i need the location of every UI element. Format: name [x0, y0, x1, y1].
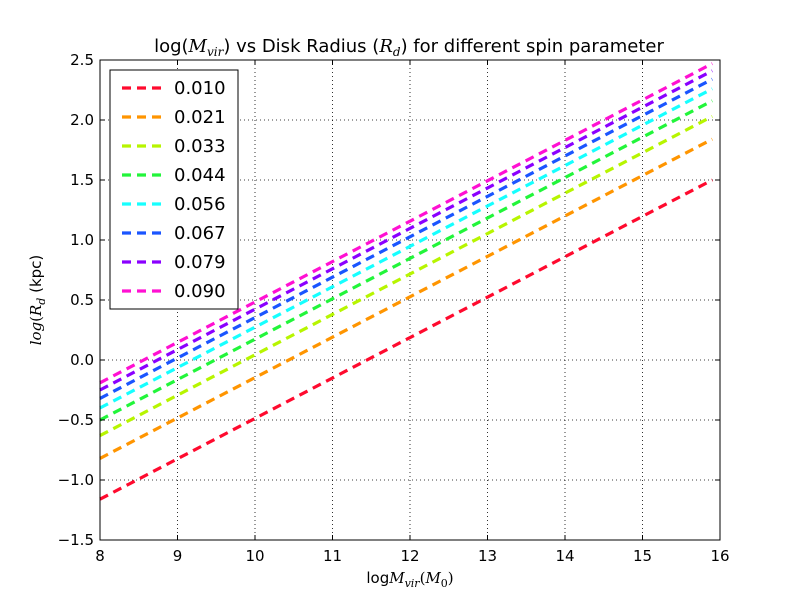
y-tick-label: −0.5: [58, 411, 94, 429]
y-tick-label: 1.5: [70, 171, 94, 189]
x-tick-label: 14: [555, 547, 574, 565]
legend-label: 0.067: [174, 223, 226, 244]
legend-item: 0.021: [122, 107, 226, 128]
series-line-0.010: [99, 178, 713, 501]
axis-ticks: [99, 59, 721, 541]
x-tick-label: 13: [478, 547, 497, 565]
series-line-0.056: [99, 87, 713, 410]
chart-title: log(Mvir) vs Disk Radius (Rd) for differ…: [154, 36, 664, 59]
legend-box: [109, 69, 239, 310]
y-tick-label: 1.0: [70, 231, 94, 249]
y-tick-label: −1.5: [58, 531, 94, 549]
legend-item: 0.067: [122, 223, 226, 244]
x-tick-label: 12: [400, 547, 419, 565]
x-tick-labels: 8 9 10 11 12 13 14 15 16: [95, 547, 729, 565]
legend-label: 0.021: [174, 107, 226, 128]
y-tick-label: 0.5: [70, 291, 94, 309]
legend-label: 0.010: [174, 78, 226, 99]
legend-label: 0.079: [174, 252, 226, 273]
x-tick-label: 15: [633, 547, 652, 565]
legend-label: 0.056: [174, 194, 226, 215]
x-tick-label: 8: [95, 547, 105, 565]
series-line-0.044: [99, 99, 713, 422]
legend-label: 0.033: [174, 136, 226, 157]
legend-item: 0.090: [122, 281, 226, 302]
y-tick-label: 0.0: [70, 351, 94, 369]
series-line-0.021: [99, 137, 713, 460]
legend-item: 0.010: [122, 78, 226, 99]
series-line-0.033: [99, 114, 713, 438]
series-line-0.090: [99, 62, 713, 385]
y-tick-labels: −1.5 −1.0 −0.5 0.0 0.5 1.0 1.5 2.0 2.5: [58, 51, 94, 549]
legend-label: 0.044: [174, 165, 226, 186]
series-line-0.079: [99, 69, 713, 392]
legend-item: 0.033: [122, 136, 226, 157]
y-tick-label: 2.5: [70, 51, 94, 69]
legend-item: 0.079: [122, 252, 226, 273]
legend-label: 0.090: [174, 281, 226, 302]
x-tick-label: 16: [710, 547, 729, 565]
x-tick-label: 11: [323, 547, 342, 565]
legend: 0.010 0.021 0.033 0.044 0.056 0.067 0.079 0.090: [109, 69, 239, 310]
legend-item: 0.056: [122, 194, 226, 215]
y-axis-label: log(Rd (kpc): [27, 255, 48, 346]
series-lines: [99, 62, 713, 501]
y-tick-label: −1.0: [58, 471, 94, 489]
x-tick-label: 10: [245, 547, 264, 565]
x-tick-label: 9: [173, 547, 183, 565]
y-tick-label: 2.0: [70, 111, 94, 129]
series-line-0.067: [99, 77, 713, 400]
x-axis-label: logMvir(M0): [366, 569, 453, 590]
legend-item: 0.044: [122, 165, 226, 186]
